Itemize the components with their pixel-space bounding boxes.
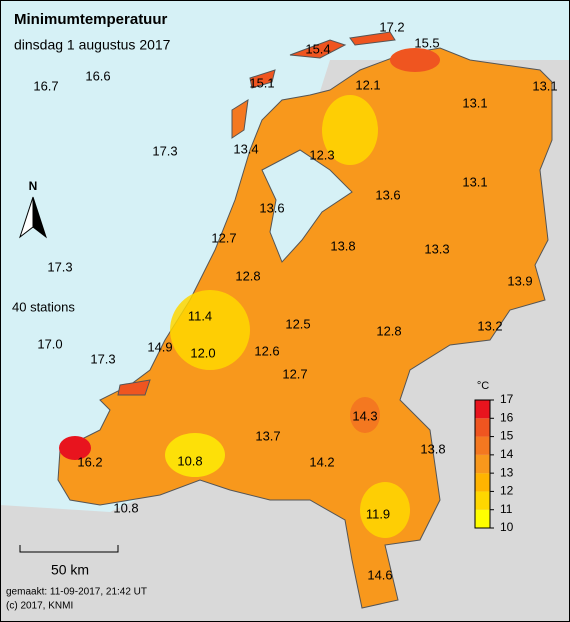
legend-band	[475, 400, 490, 419]
scale-bar	[19, 545, 119, 553]
station-value: 17.3	[152, 143, 177, 158]
scale-label: 50 km	[51, 562, 89, 578]
island	[231, 99, 249, 139]
legend-tick-label: 17	[500, 392, 514, 406]
station-value: 16.7	[33, 78, 58, 93]
station-value: 14.2	[309, 454, 334, 469]
cool-area	[170, 290, 250, 370]
north-label: N	[29, 179, 38, 193]
station-value: 12.7	[211, 230, 236, 245]
station-value: 13.8	[330, 238, 355, 253]
station-value: 14.3	[352, 408, 377, 423]
station-value: 13.1	[532, 78, 557, 93]
legend-tick-label: 10	[500, 520, 514, 534]
station-value: 12.8	[376, 323, 401, 338]
station-value: 15.4	[305, 41, 330, 56]
station-value: 10.8	[113, 500, 138, 515]
cool-area	[322, 95, 378, 165]
station-value: 13.6	[259, 200, 284, 215]
island	[117, 379, 151, 396]
footer-copyright: (c) 2017, KNMI	[6, 601, 73, 612]
station-value: 10.8	[177, 453, 202, 468]
station-value: 12.1	[355, 77, 380, 92]
station-value: 14.9	[147, 339, 172, 354]
station-value: 13.1	[462, 95, 487, 110]
legend-frame	[474, 399, 491, 529]
station-value: 13.1	[462, 174, 487, 189]
footer-made: gemaakt: 11-09-2017, 21:42 UT	[6, 587, 147, 598]
station-value: 13.3	[424, 241, 449, 256]
legend-tick-label: 12	[500, 484, 514, 498]
cool-area	[360, 482, 410, 538]
station-value: 13.9	[507, 273, 532, 288]
station-value: 12.6	[254, 343, 279, 358]
island	[349, 31, 396, 46]
station-value: 13.6	[375, 187, 400, 202]
ijsselmeer	[261, 149, 353, 263]
legend-tick-label: 15	[500, 429, 514, 443]
legend-band	[475, 436, 490, 455]
station-value: 13.2	[477, 318, 502, 333]
station-value: 12.0	[190, 345, 215, 360]
station-value: 17.2	[379, 19, 404, 34]
station-value: 11.4	[188, 308, 212, 323]
legend-band	[475, 454, 490, 474]
subtitle: dinsdag 1 augustus 2017	[14, 37, 171, 53]
station-value: 13.4	[233, 141, 258, 156]
station-value: 16.6	[85, 68, 110, 83]
station-count: 40 stations	[12, 299, 75, 314]
station-value: 13.7	[255, 428, 280, 443]
legend-band	[475, 491, 490, 510]
legend-band	[475, 509, 490, 528]
cool-area	[165, 433, 225, 477]
warm-area	[59, 436, 91, 460]
station-value: 16.2	[77, 454, 102, 469]
warm-area	[390, 48, 440, 72]
station-value: 13.8	[420, 441, 445, 456]
legend-band	[475, 473, 490, 492]
station-value: 12.5	[285, 316, 310, 331]
station-value: 12.3	[309, 147, 334, 162]
legend-tick-label: 14	[500, 447, 514, 461]
station-value: 12.8	[235, 268, 260, 283]
station-value: 14.6	[367, 567, 392, 582]
stations: 17.2 15.4 15.5 16.6 16.7 15.1 12.1 13.1 13.1 17.3…	[33, 19, 557, 582]
legend-tick-label: 13	[500, 465, 514, 479]
station-value: 12.7	[282, 366, 307, 381]
station-value: 15.1	[249, 75, 274, 90]
station-value: 15.5	[414, 35, 439, 50]
legend-band	[475, 418, 490, 437]
station-value: 17.3	[47, 259, 72, 274]
legend: 10 11 12 13 14 15 16 17	[474, 392, 514, 534]
station-value: 11.9	[366, 506, 390, 521]
station-value: 17.3	[90, 351, 115, 366]
legend-tick-label: 16	[500, 410, 514, 424]
warm-area	[350, 397, 380, 433]
station-value: 17.0	[37, 336, 62, 351]
island	[289, 39, 347, 59]
title: Minimumtemperatuur	[14, 11, 168, 28]
legend-unit: °C	[477, 380, 489, 392]
north-arrow	[32, 196, 47, 239]
legend-tick-label: 11	[500, 502, 513, 516]
island	[249, 69, 276, 89]
